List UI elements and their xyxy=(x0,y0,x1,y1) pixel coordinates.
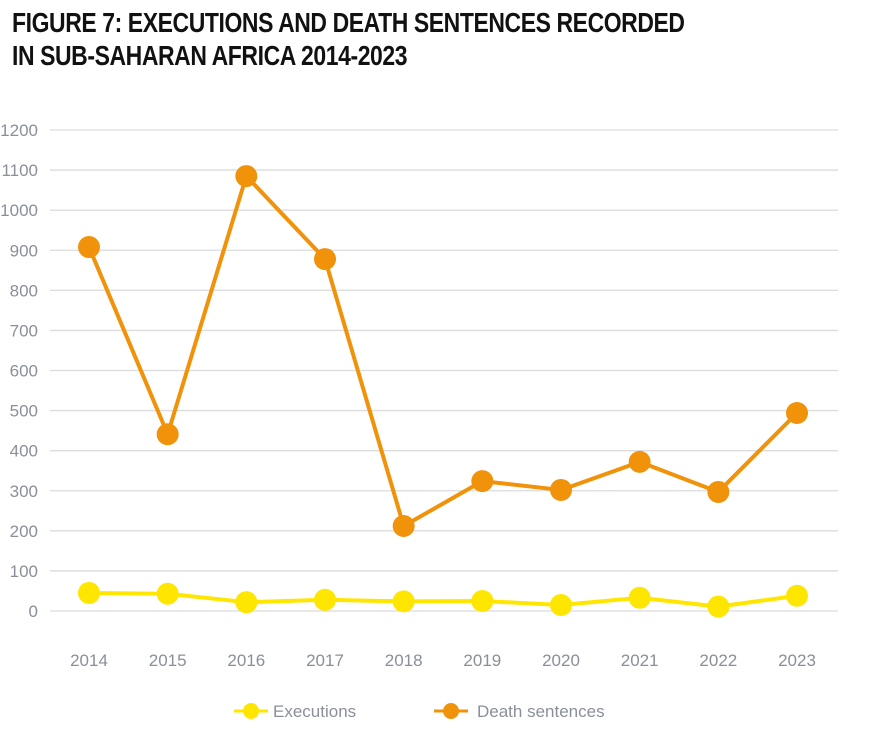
gridlines xyxy=(50,129,838,612)
legend-label-executions: Executions xyxy=(273,702,356,721)
series-line-executions xyxy=(88,590,798,609)
data-point-death-sentences-2018 xyxy=(392,515,415,538)
data-point-executions-2017 xyxy=(314,588,336,611)
data-point-death-sentences-2019 xyxy=(471,470,494,493)
x-tick-label-2020: 2020 xyxy=(542,651,580,670)
series-executions xyxy=(78,581,808,618)
data-point-executions-2020 xyxy=(550,593,572,616)
x-tick-label-2017: 2017 xyxy=(306,651,344,670)
x-tick-label-2015: 2015 xyxy=(149,651,187,670)
chart-title-line-1: FIGURE 7: EXECUTIONS AND DEATH SENTENCES… xyxy=(12,7,685,38)
legend-marker-death-sentences xyxy=(443,703,459,719)
data-point-executions-2014 xyxy=(78,581,100,604)
y-tick-label-600: 600 xyxy=(10,362,38,381)
x-tick-label-2023: 2023 xyxy=(778,651,816,670)
x-tick-label-2014: 2014 xyxy=(70,651,108,670)
data-point-death-sentences-2022 xyxy=(707,480,730,503)
y-tick-label-1200: 1200 xyxy=(0,121,38,140)
y-tick-label-800: 800 xyxy=(10,281,38,300)
data-point-executions-2015 xyxy=(156,582,179,605)
legend-item-executions: Executions xyxy=(234,702,356,721)
data-point-executions-2016 xyxy=(235,591,258,614)
data-point-executions-2022 xyxy=(707,595,730,618)
data-point-executions-2019 xyxy=(471,589,494,612)
legend: Executions Death sentences xyxy=(234,702,605,721)
data-point-death-sentences-2021 xyxy=(628,450,651,473)
x-tick-label-2018: 2018 xyxy=(385,651,423,670)
series-death-sentences xyxy=(78,165,808,538)
x-axis-ticks: 2014 2015 2016 2017 2018 2019 2020 2021 2022 2023 xyxy=(70,651,816,670)
data-point-executions-2021 xyxy=(628,586,651,609)
data-point-death-sentences-2023 xyxy=(786,401,808,424)
y-tick-label-500: 500 xyxy=(10,402,38,421)
data-point-death-sentences-2014 xyxy=(78,236,100,259)
chart-title-line-2: IN SUB-SAHARAN AFRICA 2014-2023 xyxy=(12,40,408,71)
data-point-death-sentences-2015 xyxy=(156,423,179,446)
y-tick-label-300: 300 xyxy=(10,482,38,501)
data-point-death-sentences-2020 xyxy=(550,478,572,501)
y-tick-label-1000: 1000 xyxy=(0,201,38,220)
y-tick-label-100: 100 xyxy=(10,562,38,581)
y-tick-label-200: 200 xyxy=(10,522,38,541)
legend-label-death-sentences: Death sentences xyxy=(477,702,605,721)
series-group xyxy=(78,165,808,618)
data-point-death-sentences-2016 xyxy=(235,165,258,188)
x-tick-label-2016: 2016 xyxy=(227,651,265,670)
x-tick-label-2019: 2019 xyxy=(463,651,501,670)
x-tick-label-2021: 2021 xyxy=(621,651,659,670)
x-tick-label-2022: 2022 xyxy=(699,651,737,670)
data-point-death-sentences-2017 xyxy=(314,248,336,271)
data-point-executions-2018 xyxy=(392,590,415,613)
y-tick-label-700: 700 xyxy=(10,321,38,340)
series-line-death-sentences xyxy=(87,174,799,529)
legend-marker-executions xyxy=(243,703,259,719)
data-point-executions-2023 xyxy=(786,584,808,607)
chart-title: FIGURE 7: EXECUTIONS AND DEATH SENTENCES… xyxy=(12,6,685,72)
y-tick-label-900: 900 xyxy=(10,241,38,260)
y-tick-label-0: 0 xyxy=(29,602,38,621)
y-axis-ticks: 0 100 200 300 400 500 600 700 800 900 1000 1100 1200 xyxy=(0,121,38,621)
legend-item-death-sentences: Death sentences xyxy=(434,702,605,721)
y-tick-label-1100: 1100 xyxy=(1,161,38,180)
y-tick-label-400: 400 xyxy=(10,442,38,461)
